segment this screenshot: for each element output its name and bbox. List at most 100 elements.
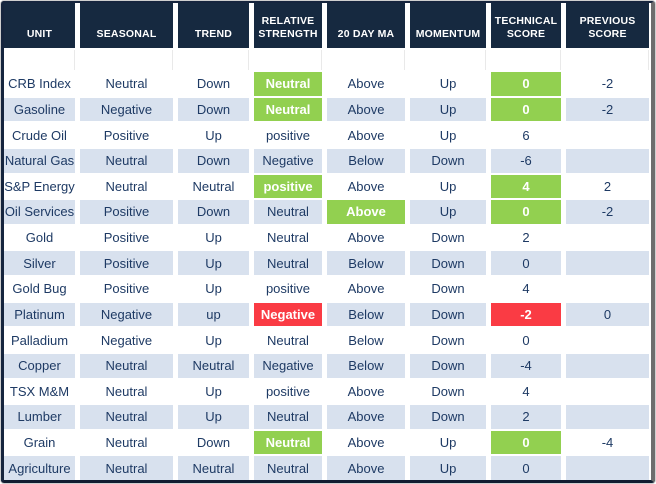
cell-technical_score: 0 — [491, 328, 561, 352]
cell-relative_strength: Neutral — [254, 328, 322, 352]
cell-relative_strength: Neutral — [254, 97, 322, 122]
cell-previous_score: -2 — [566, 97, 649, 122]
cell-momentum: Up — [410, 97, 486, 122]
cell-momentum: Down — [410, 225, 486, 250]
cell-trend: Down — [178, 148, 249, 173]
column-header-ma20: 20 DAY MA — [327, 3, 405, 48]
cell-unit: Agriculture — [4, 456, 75, 480]
blank-row-cell — [254, 50, 322, 70]
cell-trend: Down — [178, 72, 249, 96]
cell-unit: Gasoline — [4, 97, 75, 122]
cell-relative_strength: positive — [254, 379, 322, 404]
cell-trend: Up — [178, 225, 249, 250]
cell-technical_score: 0 — [491, 251, 561, 275]
cell-seasonal: Positive — [80, 277, 173, 301]
cell-unit: Natural Gas — [4, 148, 75, 173]
cell-momentum: Up — [410, 123, 486, 147]
cell-previous_score — [566, 353, 649, 378]
cell-momentum: Down — [410, 148, 486, 173]
cell-seasonal: Negative — [80, 302, 173, 327]
blank-row-cell — [4, 50, 75, 70]
cell-technical_score: 2 — [491, 225, 561, 250]
cell-technical_score: 0 — [491, 456, 561, 480]
cell-seasonal: Positive — [80, 123, 173, 147]
cell-previous_score — [566, 225, 649, 250]
cell-seasonal: Neutral — [80, 456, 173, 480]
cell-trend: up — [178, 302, 249, 327]
cell-ma20: Below — [327, 148, 405, 173]
cell-unit: Lumber — [4, 405, 75, 429]
cell-technical_score: -6 — [491, 148, 561, 173]
cell-previous_score: -2 — [566, 72, 649, 96]
cell-ma20: Above — [327, 72, 405, 96]
cell-momentum: Up — [410, 430, 486, 455]
cell-momentum: Up — [410, 174, 486, 199]
cell-seasonal: Negative — [80, 328, 173, 352]
cell-trend: Neutral — [178, 456, 249, 480]
column-header-technical_score: TECHNICAL SCORE — [491, 3, 561, 48]
cell-unit: Oil Services — [4, 200, 75, 224]
cell-ma20: Below — [327, 328, 405, 352]
cell-momentum: Down — [410, 379, 486, 404]
blank-row-cell — [410, 50, 486, 70]
column-header-momentum: MOMENTUM — [410, 3, 486, 48]
cell-trend: Down — [178, 97, 249, 122]
column-header-seasonal: SEASONAL — [80, 3, 173, 48]
cell-technical_score: 4 — [491, 174, 561, 199]
cell-previous_score — [566, 277, 649, 301]
cell-previous_score — [566, 251, 649, 275]
cell-technical_score: 4 — [491, 277, 561, 301]
cell-ma20: Below — [327, 251, 405, 275]
cell-trend: Up — [178, 379, 249, 404]
blank-row-cell — [327, 50, 405, 70]
cell-trend: Down — [178, 430, 249, 455]
cell-unit: Gold Bug — [4, 277, 75, 301]
cell-trend: Up — [178, 328, 249, 352]
cell-previous_score — [566, 456, 649, 480]
cell-unit: Palladium — [4, 328, 75, 352]
cell-previous_score — [566, 148, 649, 173]
cell-unit: Gold — [4, 225, 75, 250]
cell-previous_score: 2 — [566, 174, 649, 199]
cell-relative_strength: Negative — [254, 148, 322, 173]
cell-relative_strength: Neutral — [254, 430, 322, 455]
cell-technical_score: 6 — [491, 123, 561, 147]
cell-ma20: Above — [327, 97, 405, 122]
cell-previous_score — [566, 379, 649, 404]
cell-previous_score — [566, 123, 649, 147]
cell-ma20: Above — [327, 174, 405, 199]
cell-ma20: Above — [327, 277, 405, 301]
cell-relative_strength: Negative — [254, 353, 322, 378]
cell-seasonal: Positive — [80, 200, 173, 224]
cell-seasonal: Neutral — [80, 72, 173, 96]
cell-unit: S&P Energy — [4, 174, 75, 199]
cell-momentum: Down — [410, 328, 486, 352]
column-header-trend: TREND — [178, 3, 249, 48]
cell-technical_score: 0 — [491, 430, 561, 455]
cell-momentum: Down — [410, 405, 486, 429]
cell-ma20: Above — [327, 405, 405, 429]
cell-trend: Up — [178, 277, 249, 301]
blank-row-cell — [80, 50, 173, 70]
cell-previous_score: -2 — [566, 200, 649, 224]
cell-technical_score: 0 — [491, 72, 561, 96]
cell-technical_score: 0 — [491, 97, 561, 122]
blank-row-cell — [178, 50, 249, 70]
cell-momentum: Down — [410, 353, 486, 378]
cell-ma20: Above — [327, 123, 405, 147]
cell-technical_score: 0 — [491, 200, 561, 224]
cell-trend: Up — [178, 251, 249, 275]
cell-seasonal: Neutral — [80, 148, 173, 173]
cell-relative_strength: Neutral — [254, 72, 322, 96]
cell-seasonal: Positive — [80, 225, 173, 250]
cell-previous_score — [566, 405, 649, 429]
cell-trend: Neutral — [178, 174, 249, 199]
cell-momentum: Down — [410, 277, 486, 301]
cell-technical_score: 4 — [491, 379, 561, 404]
cell-ma20: Below — [327, 302, 405, 327]
cell-unit: Platinum — [4, 302, 75, 327]
cell-ma20: Below — [327, 353, 405, 378]
cell-unit: TSX M&M — [4, 379, 75, 404]
